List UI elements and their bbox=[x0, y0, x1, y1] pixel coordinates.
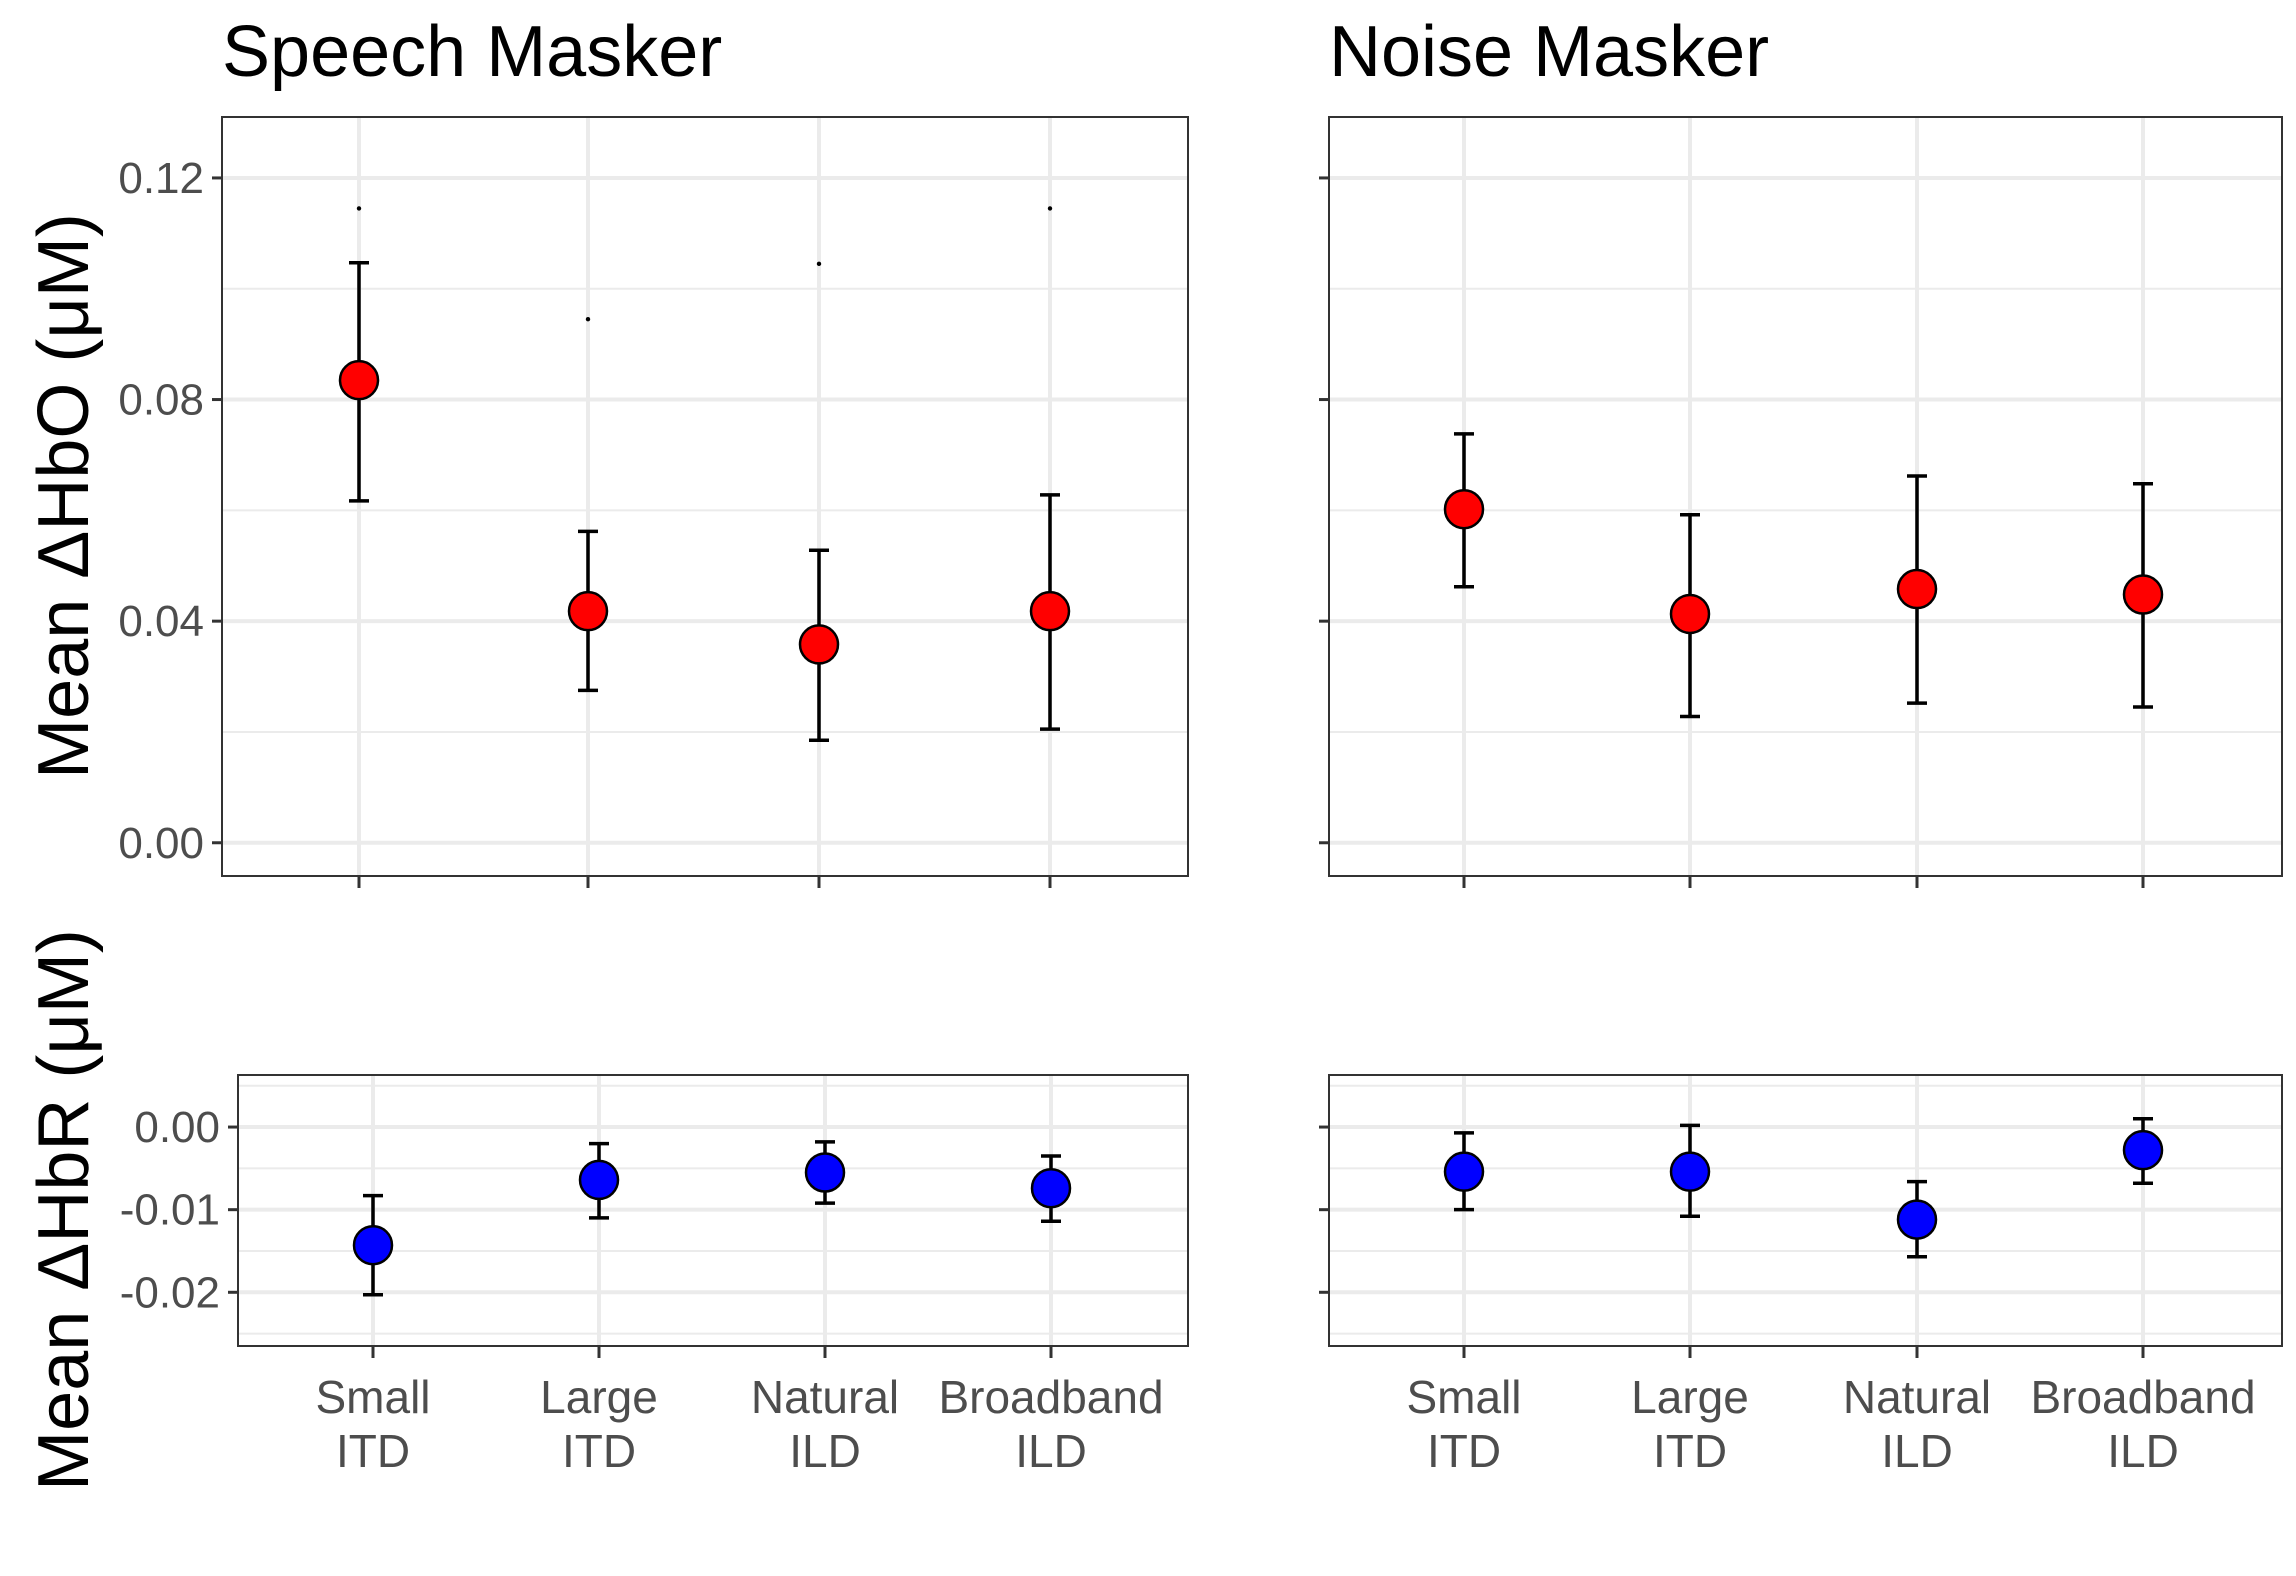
panel-hbo-noise: Noise Masker bbox=[1319, 12, 2283, 888]
x-tick-label: Small bbox=[1406, 1371, 1521, 1423]
panel-title: Speech Masker bbox=[222, 12, 722, 92]
y-tick-label: 0.00 bbox=[134, 1103, 220, 1152]
data-point bbox=[804, 1152, 846, 1193]
data-point bbox=[352, 1224, 394, 1266]
panel-title: Noise Masker bbox=[1329, 12, 1769, 92]
panel-hbr-speech: 0.00-0.01-0.02SmallITDLargeITDNaturalILD… bbox=[120, 1074, 1189, 1477]
panel-background bbox=[1329, 117, 2282, 876]
data-point bbox=[1669, 1151, 1711, 1192]
x-tick-label: Natural bbox=[1843, 1371, 1991, 1423]
significance-dot bbox=[356, 206, 362, 211]
panel-hbo-speech: 0.00 0.04 0.08 0.12 Speech Masker bbox=[118, 12, 1189, 888]
data-point bbox=[567, 590, 609, 632]
x-tick-label: Large bbox=[540, 1371, 658, 1423]
x-tick-label: Broadband bbox=[938, 1371, 1163, 1423]
y-tick-label: -0.01 bbox=[120, 1186, 220, 1235]
data-point bbox=[1443, 1151, 1485, 1192]
data-point bbox=[2122, 574, 2164, 615]
data-point bbox=[2122, 1129, 2164, 1171]
y-tick-label: 0.08 bbox=[118, 376, 204, 425]
x-tick-label: ITD bbox=[1653, 1425, 1727, 1477]
significance-dot bbox=[816, 261, 822, 267]
data-point bbox=[578, 1159, 620, 1201]
x-tick-label: Broadband bbox=[2030, 1371, 2255, 1423]
data-point bbox=[798, 624, 840, 665]
data-point bbox=[1029, 590, 1071, 632]
y-tick-label: 0.04 bbox=[118, 597, 204, 646]
panel-background bbox=[222, 117, 1188, 876]
x-tick-label: Large bbox=[1631, 1371, 1749, 1423]
data-point bbox=[1443, 488, 1485, 530]
y-axis-label: Mean ΔHbO (μM) bbox=[24, 213, 104, 779]
data-point bbox=[1896, 568, 1938, 610]
x-tick-label: ILD bbox=[789, 1425, 861, 1477]
x-tick-label: ILD bbox=[1015, 1425, 1087, 1477]
data-point bbox=[1896, 1199, 1938, 1240]
data-point bbox=[1669, 593, 1711, 635]
y-tick-label: 0.00 bbox=[118, 819, 204, 868]
x-tick-label: ITD bbox=[336, 1425, 410, 1477]
y-axis-label: Mean ΔHbR (μM) bbox=[24, 929, 104, 1491]
x-tick-label: ITD bbox=[1427, 1425, 1501, 1477]
significance-dot bbox=[585, 317, 591, 322]
x-tick-label: Natural bbox=[751, 1371, 899, 1423]
x-tick-label: ILD bbox=[1881, 1425, 1953, 1477]
panel-border bbox=[1328, 116, 2283, 877]
data-point bbox=[338, 359, 380, 401]
panel-border bbox=[221, 116, 1189, 877]
x-tick-label: ILD bbox=[2107, 1425, 2179, 1477]
x-tick-label: ITD bbox=[562, 1425, 636, 1477]
y-tick-label: -0.02 bbox=[120, 1268, 220, 1317]
y-tick-label: 0.12 bbox=[118, 154, 204, 203]
x-tick-label: Small bbox=[315, 1371, 430, 1423]
data-point bbox=[1030, 1167, 1072, 1209]
significance-dot bbox=[1047, 206, 1053, 211]
